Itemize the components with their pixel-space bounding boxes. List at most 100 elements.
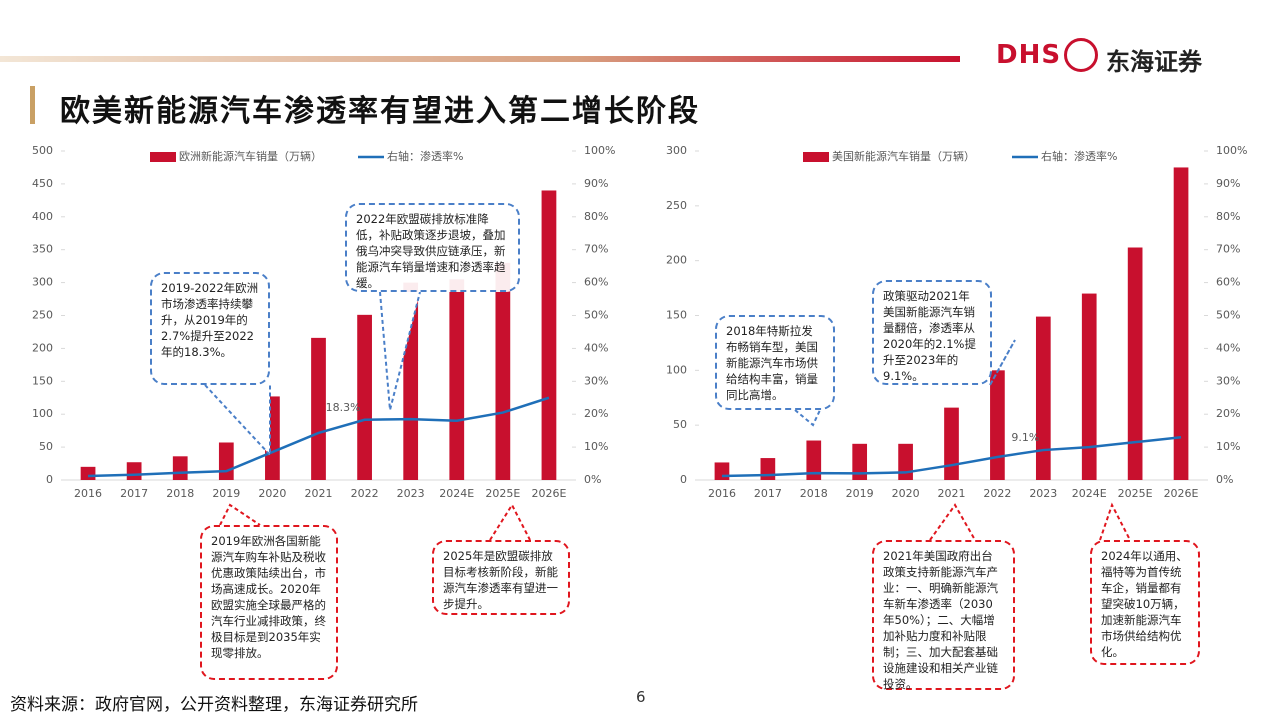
- x-tick-label: 2022: [351, 487, 379, 500]
- bar: [852, 443, 868, 480]
- bar: [449, 279, 465, 480]
- y2-tick-label: 70%: [1216, 243, 1240, 256]
- callout: 政策驱动2021年美国新能源汽车销量翻倍，渗透率从2020年的2.1%提升至20…: [872, 280, 992, 385]
- y-tick-label: 100: [666, 363, 687, 376]
- y2-tick-label: 90%: [1216, 177, 1240, 190]
- callout: 2018年特斯拉发布畅销车型，美国新能源汽车市场供给结构丰富，销量同比高增。: [715, 315, 835, 410]
- x-tick-label: 2026E: [1164, 487, 1199, 500]
- bar: [1081, 293, 1097, 480]
- x-tick-label: 2021: [305, 487, 333, 500]
- callout: 2019-2022年欧洲市场渗透率持续攀升，从2019年的2.7%提升至2022…: [150, 272, 270, 385]
- y-tick-label: 250: [666, 199, 687, 212]
- y-tick-label: 50: [673, 418, 687, 431]
- bar: [495, 262, 511, 480]
- callout-tail: [219, 503, 261, 526]
- x-tick-label: 2018: [166, 487, 194, 500]
- callout-tail: [794, 409, 821, 427]
- x-tick-label: 2023: [397, 487, 425, 500]
- callout-tail: [929, 503, 976, 541]
- bar: [172, 456, 188, 480]
- y-tick-label: 350: [32, 243, 53, 256]
- y2-tick-label: 60%: [584, 276, 608, 289]
- callout-tail: [379, 291, 421, 411]
- callout: 2021年美国政府出台政策支持新能源汽车产业：一、明确新能源汽车新车渗透率（20…: [872, 540, 1015, 691]
- bar: [126, 462, 142, 480]
- y-tick-label: 300: [32, 276, 53, 289]
- legend-swatch: [803, 152, 829, 162]
- x-tick-label: 2016: [708, 487, 736, 500]
- legend-swatch: [150, 152, 176, 162]
- y2-tick-label: 100%: [1216, 144, 1247, 157]
- y-tick-label: 200: [666, 254, 687, 267]
- y2-tick-label: 30%: [584, 374, 608, 387]
- y2-tick-label: 80%: [1216, 210, 1240, 223]
- bar: [1173, 167, 1189, 480]
- y-tick-label: 200: [32, 341, 53, 354]
- y2-tick-label: 40%: [584, 341, 608, 354]
- y-tick-label: 0: [46, 473, 53, 486]
- y2-tick-label: 0%: [1216, 473, 1233, 486]
- bar: [218, 442, 234, 480]
- slide-title: 欧美新能源汽车渗透率有望进入第二增长阶段: [60, 94, 700, 129]
- bar: [760, 458, 776, 480]
- bar: [311, 337, 326, 480]
- x-tick-label: 2022: [983, 487, 1011, 500]
- y2-tick-label: 40%: [1216, 341, 1240, 354]
- y-tick-label: 150: [32, 374, 53, 387]
- x-tick-label: 2020: [258, 487, 286, 500]
- bar: [80, 466, 96, 480]
- x-tick-label: 2016: [74, 487, 102, 500]
- x-tick-label: 2018: [800, 487, 828, 500]
- title-marker: [30, 86, 35, 124]
- bar: [1035, 316, 1051, 480]
- y2-tick-label: 50%: [1216, 309, 1240, 322]
- x-tick-label: 2017: [754, 487, 782, 500]
- y2-tick-label: 10%: [1216, 440, 1240, 453]
- y-tick-label: 500: [32, 144, 53, 157]
- y2-tick-label: 30%: [1216, 374, 1240, 387]
- callout: 2022年欧盟碳排放标准降低，补贴政策逐步退坡，叠加俄乌冲突导致供应链承压，新能…: [345, 203, 520, 292]
- x-tick-label: 2017: [120, 487, 148, 500]
- logo-icon: [1064, 38, 1098, 72]
- callout-tail: [989, 339, 1016, 386]
- y2-tick-label: 10%: [584, 440, 608, 453]
- y2-tick-label: 20%: [584, 407, 608, 420]
- callout: 2024年以通用、福特等为首传统车企，销量都有望突破10万辆，加速新能源汽车市场…: [1090, 540, 1200, 665]
- y2-tick-label: 70%: [584, 243, 608, 256]
- x-tick-label: 2024E: [439, 487, 474, 500]
- y-tick-label: 450: [32, 177, 53, 190]
- bar: [541, 190, 557, 481]
- x-tick-label: 2023: [1029, 487, 1057, 500]
- y2-tick-label: 20%: [1216, 407, 1240, 420]
- brand: 东海证券: [1106, 48, 1202, 76]
- bar: [357, 314, 372, 480]
- page-number: 6: [636, 688, 646, 706]
- y-tick-label: 0: [680, 473, 687, 486]
- callout-tail: [204, 384, 271, 458]
- y2-tick-label: 90%: [584, 177, 608, 190]
- y2-tick-label: 60%: [1216, 276, 1240, 289]
- data-label: 18.3%: [326, 401, 361, 414]
- bar: [1127, 247, 1143, 480]
- y-tick-label: 400: [32, 210, 53, 223]
- y-tick-label: 300: [666, 144, 687, 157]
- data-label: 9.1%: [1011, 431, 1039, 444]
- x-tick-label: 2025E: [485, 487, 520, 500]
- bar: [898, 443, 913, 480]
- bar: [990, 370, 1005, 480]
- y-tick-label: 150: [666, 309, 687, 322]
- x-tick-label: 2026E: [531, 487, 566, 500]
- y-tick-label: 250: [32, 309, 53, 322]
- callout: 2025年是欧盟碳排放目标考核新阶段，新能源汽车渗透率有望进一步提升。: [432, 540, 570, 615]
- line: [721, 435, 1182, 478]
- line: [88, 396, 550, 478]
- legend-label: 右轴：渗透率%: [387, 149, 463, 163]
- legend-label: 美国新能源汽车销量（万辆）: [832, 149, 975, 163]
- y2-tick-label: 0%: [584, 473, 601, 486]
- top-bar: [0, 56, 960, 62]
- logo: DHS: [996, 40, 1062, 70]
- y2-tick-label: 100%: [584, 144, 615, 157]
- bar: [806, 440, 822, 480]
